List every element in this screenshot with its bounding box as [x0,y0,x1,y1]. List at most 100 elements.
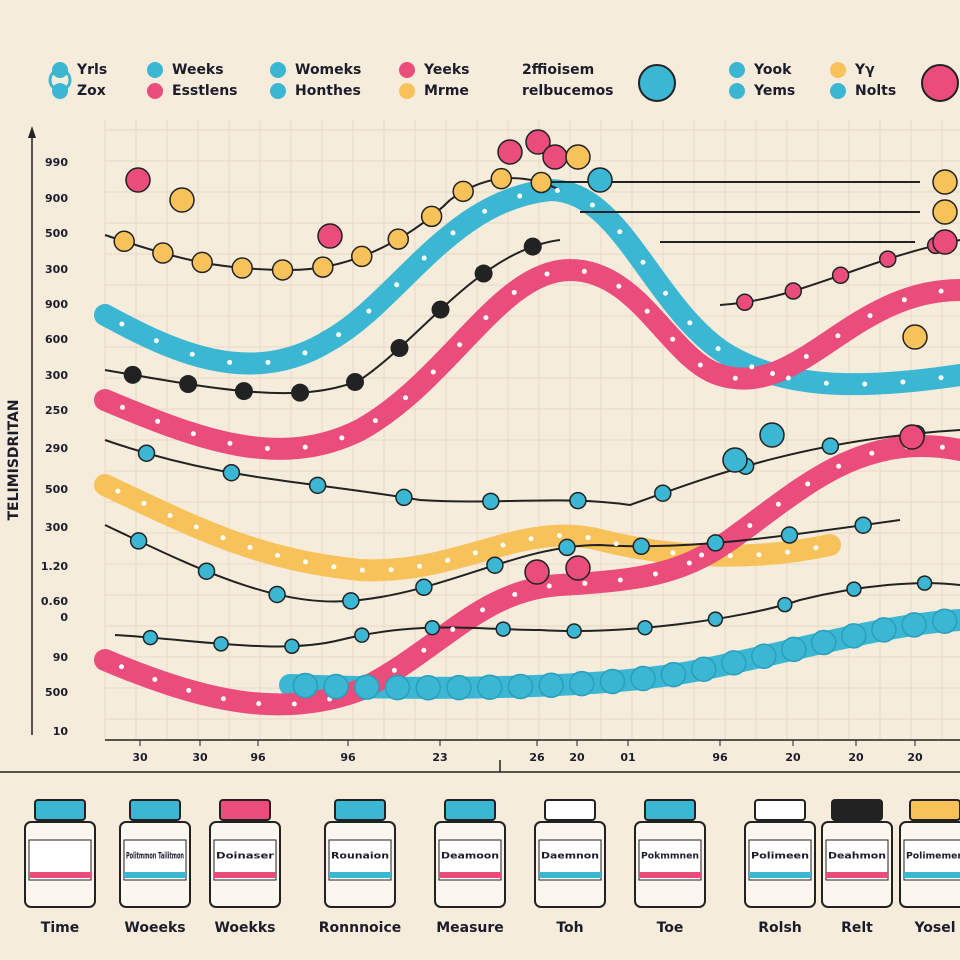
y-tick-label: 1.20 [41,560,68,573]
dot [474,264,493,283]
dot [630,665,656,692]
dot [932,229,958,255]
line [114,582,960,648]
y-tick-label: 900 [45,192,68,205]
dot [699,552,705,558]
dot [640,259,646,265]
dot [585,535,591,541]
dot [871,617,897,643]
dot [530,171,553,194]
y-tick-label: 290 [45,442,68,455]
dot [558,538,576,557]
dot [554,187,560,193]
legend-swatch [270,62,286,78]
dot [372,418,378,424]
dot [302,350,308,356]
dot [222,463,241,482]
dot [497,139,523,165]
y-tick-label: 300 [45,263,68,276]
dot [721,650,747,676]
dot [430,369,436,375]
bottle-label: Pokmmnen [641,852,699,862]
dot [770,370,776,376]
bottle-caption: Time [41,920,79,936]
bottle-caption: Yosel [913,920,955,936]
dot [582,580,588,586]
y-tick-label: 90 [53,651,69,664]
dot [308,476,327,495]
dot [391,667,397,673]
dot [617,229,623,235]
dot [445,557,451,563]
dot [901,612,927,638]
dot [268,585,286,604]
dot [213,636,229,652]
dot [691,656,717,682]
legend-icon [638,64,676,102]
y-axis-title: TELIMISDRITAN [6,399,22,520]
dot [457,342,463,348]
dot [938,375,944,381]
legend-swatch [270,83,286,99]
pink-band [94,435,960,716]
dot [707,611,724,627]
dot [759,422,785,448]
dot [686,560,692,566]
y-tick-label: 250 [45,404,68,417]
dot [727,553,733,559]
dot [317,223,343,249]
y-tick-label: 500 [45,686,68,699]
dot [220,696,226,702]
dot [129,532,148,550]
bottle-cap [34,799,86,821]
y-tick-label: 10 [53,725,69,738]
dot [660,661,687,688]
dot [932,169,958,195]
dot [756,552,762,558]
x-tick-label: 20 [569,751,585,764]
dot [482,492,500,511]
bottle-stripe [124,872,186,878]
bottle-label: Doinaser [216,852,275,862]
legend-swatch [830,62,846,78]
y-tick-label: 500 [45,227,68,240]
y-tick-label: 300 [45,369,68,382]
legend-label: Yγ [854,62,875,78]
dot [284,638,300,654]
dot [566,623,582,639]
legend-label: Honthes [295,83,361,99]
legend-swatch [729,62,745,78]
y-tick-label: 500 [45,483,68,496]
dot [483,315,489,321]
dot [869,450,875,456]
dot [931,608,958,634]
legend-icon [921,64,959,102]
dot [123,365,142,384]
y-tick-label: 900 [45,298,68,311]
dot [589,202,595,208]
bottle-label: Polimemen [906,852,960,862]
dot [142,629,159,646]
bottle-caption: Measure [436,920,504,936]
dot [452,180,474,203]
y-tick-label: 0.60 [41,595,68,608]
legend-swatch [147,83,163,99]
dot [813,545,819,551]
dot [421,647,427,653]
dot [901,297,907,303]
dot [775,501,781,507]
dot [415,578,433,597]
dot [785,549,791,555]
dot [902,324,928,350]
dot [511,289,517,295]
dot [303,559,309,565]
dot [312,256,334,278]
pink-band [94,258,960,460]
dot [784,282,803,300]
bottle-caption: Toh [556,920,583,936]
y-tick-label: 600 [45,333,68,346]
dot [119,321,125,327]
dot [421,255,427,261]
dot [525,129,551,155]
bottle-cap [831,799,883,821]
